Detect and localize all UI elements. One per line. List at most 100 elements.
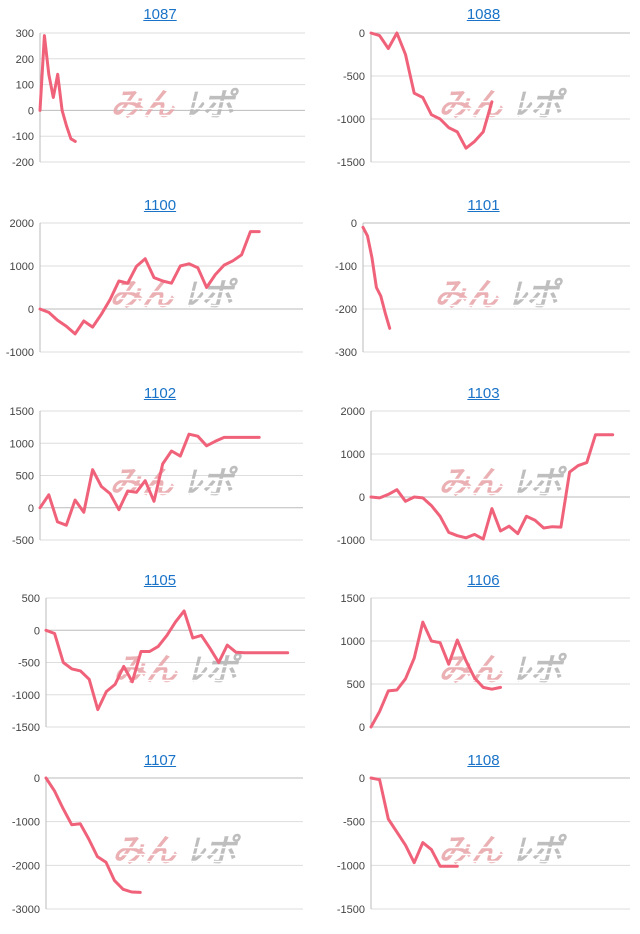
- y-tick-label: -3000: [12, 904, 40, 916]
- y-tick-label: -1000: [337, 860, 365, 872]
- y-tick-label: 0: [34, 625, 40, 637]
- chart-panel-1102: 1102 -500 0 500 1000 1500 みん ﾚポ: [0, 381, 320, 567]
- y-tick-label: 0: [28, 105, 34, 117]
- watermark-logo: みん ﾚポ: [110, 86, 263, 124]
- watermark-logo: みん ﾚポ: [438, 832, 591, 870]
- y-tick-label: -500: [12, 535, 34, 547]
- chart-title-link[interactable]: 1108: [467, 752, 500, 769]
- line-chart: -300 -200 -100 0 みん ﾚポ: [335, 218, 630, 359]
- chart-panel-1101: 1101 -300 -200 -100 0 みん ﾚポ: [327, 193, 640, 379]
- y-tick-label: 0: [34, 773, 40, 785]
- watermark-logo: みん ﾚポ: [109, 464, 262, 502]
- y-tick-label: 1000: [10, 438, 34, 450]
- chart-title-link[interactable]: 1101: [467, 197, 500, 214]
- watermark-left-text: みん: [112, 832, 177, 870]
- chart-title-link[interactable]: 1103: [467, 385, 500, 402]
- series-line: [44, 609, 290, 712]
- watermark-logo: みん ﾚポ: [112, 832, 265, 870]
- y-tick-label: -100: [335, 261, 357, 273]
- chart-panel-1103: 1103 -1000 0 1000 2000 みん ﾚポ: [327, 381, 640, 567]
- series-line: [369, 31, 494, 150]
- chart-title-link[interactable]: 1088: [466, 6, 501, 23]
- y-tick-label: -2000: [12, 860, 40, 872]
- y-tick-label: -500: [18, 658, 40, 670]
- y-tick-label: -200: [335, 304, 357, 316]
- series-line: [38, 230, 261, 336]
- y-tick-label: 0: [28, 304, 34, 316]
- watermark-right-text: ﾚポ: [187, 86, 240, 124]
- y-tick-label: 0: [351, 218, 357, 230]
- chart-title-link[interactable]: 1106: [467, 572, 500, 589]
- y-tick-label: -500: [343, 817, 365, 829]
- chart-panel-1087: 1087 -200 -100 0 100 200 300 みん ﾚポ: [0, 0, 320, 186]
- y-tick-label: 1500: [341, 593, 365, 605]
- line-chart: -1500 -1000 -500 0 みん ﾚポ: [337, 28, 630, 169]
- y-tick-label: 1500: [10, 406, 34, 418]
- watermark-logo: みん ﾚポ: [434, 276, 587, 314]
- y-tick-label: -1500: [337, 904, 365, 916]
- y-tick-label: -100: [12, 131, 34, 143]
- chart-panel-1107: 1107 -3000 -2000 -1000 0 みん ﾚポ: [0, 750, 320, 931]
- series-line: [369, 776, 459, 868]
- line-chart: -200 -100 0 100 200 300 みん ﾚポ: [12, 28, 305, 169]
- line-chart: -1000 0 1000 2000 みん ﾚポ: [6, 218, 303, 359]
- watermark-logo: みん ﾚポ: [438, 651, 591, 689]
- chart-panel-1088: 1088 -1500 -1000 -500 0 みん ﾚポ: [327, 0, 640, 186]
- chart-panel-1106: 1106 0 500 1000 1500 みん ﾚポ: [327, 568, 640, 754]
- chart-title-link[interactable]: 1087: [143, 6, 177, 23]
- series-line: [369, 620, 502, 729]
- y-tick-label: 0: [359, 492, 365, 504]
- y-tick-label: -300: [335, 347, 357, 359]
- chart-panel-1108: 1108 -1500 -1000 -500 0 みん ﾚポ: [327, 750, 640, 931]
- y-tick-label: 0: [359, 773, 365, 785]
- y-tick-label: -1500: [12, 722, 40, 734]
- chart-panel-1100: 1100 -1000 0 1000 2000 みん ﾚポ: [0, 193, 320, 379]
- y-tick-label: -1000: [6, 347, 34, 359]
- line-chart: 0 500 1000 1500 みん ﾚポ: [341, 593, 630, 734]
- y-tick-label: 1000: [10, 261, 34, 273]
- y-tick-label: 100: [16, 80, 34, 92]
- y-tick-label: -1000: [337, 114, 365, 126]
- watermark-left-text: みん: [438, 464, 503, 502]
- chart-title-link[interactable]: 1102: [143, 385, 177, 402]
- y-tick-label: -1000: [12, 817, 40, 829]
- line-chart: -1500 -1000 -500 0 みん ﾚポ: [337, 773, 630, 916]
- watermark-logo: みん ﾚポ: [438, 464, 591, 502]
- y-tick-label: 200: [16, 54, 34, 66]
- watermark-right-text: ﾚポ: [515, 464, 568, 502]
- watermark-left-text: みん: [438, 86, 503, 124]
- series-line: [369, 433, 615, 541]
- y-tick-label: 500: [347, 679, 365, 691]
- watermark-logo: みん ﾚポ: [109, 276, 262, 314]
- watermark-logo: みん ﾚポ: [438, 86, 591, 124]
- watermark-left-text: みん: [110, 86, 175, 124]
- y-tick-label: 0: [28, 503, 34, 515]
- watermark-left-text: みん: [434, 276, 499, 314]
- series-line: [361, 225, 392, 330]
- line-chart: -500 0 500 1000 1500 みん ﾚポ: [10, 406, 303, 547]
- watermark-left-text: みん: [438, 832, 503, 870]
- watermark-right-text: ﾚポ: [189, 832, 242, 870]
- watermark-right-text: ﾚポ: [515, 651, 568, 689]
- chart-title-link[interactable]: 1100: [143, 197, 177, 214]
- series-line: [44, 776, 142, 894]
- chart-panel-1105: 1105 -1500 -1000 -500 0 500 みん ﾚポ: [0, 568, 320, 754]
- y-tick-label: -200: [12, 157, 34, 169]
- y-tick-label: -500: [343, 71, 365, 83]
- chart-title-link[interactable]: 1107: [143, 752, 177, 769]
- series-line: [38, 34, 77, 143]
- y-tick-label: 1000: [341, 636, 365, 648]
- y-tick-label: 0: [359, 28, 365, 40]
- y-tick-label: 500: [22, 593, 40, 605]
- y-tick-label: -1000: [12, 690, 40, 702]
- y-tick-label: 2000: [341, 406, 365, 418]
- watermark-right-text: ﾚポ: [511, 276, 564, 314]
- watermark-right-text: ﾚポ: [515, 86, 568, 124]
- chart-title-link[interactable]: 1105: [143, 572, 177, 589]
- y-tick-label: 0: [359, 722, 365, 734]
- y-tick-label: 2000: [10, 218, 34, 230]
- y-tick-label: -1500: [337, 157, 365, 169]
- watermark-right-text: ﾚポ: [515, 832, 568, 870]
